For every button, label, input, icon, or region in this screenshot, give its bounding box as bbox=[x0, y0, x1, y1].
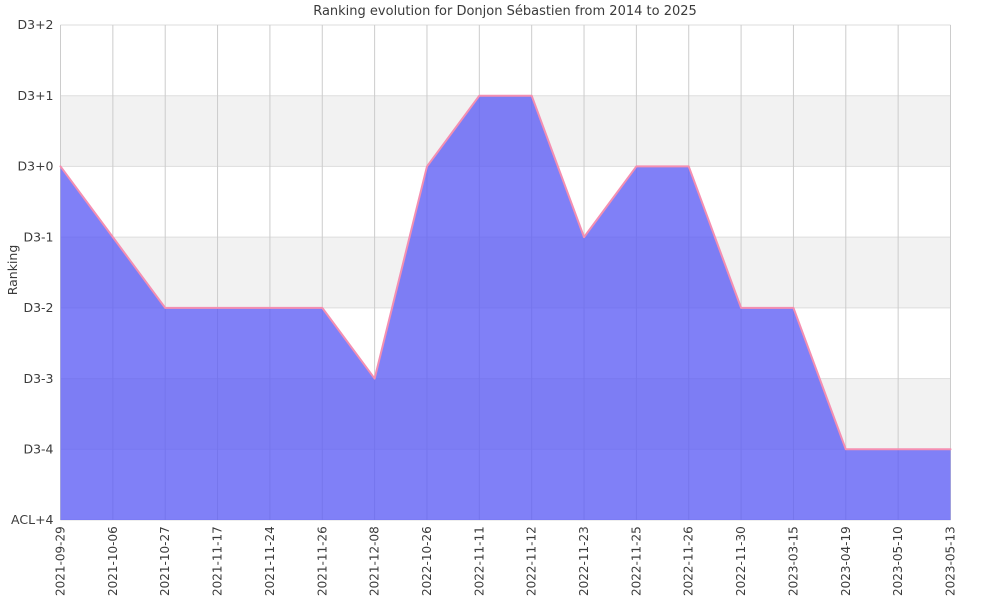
y-tick-label: D3+2 bbox=[17, 17, 53, 32]
x-tick-label: 2021-11-26 bbox=[315, 526, 329, 596]
y-tick-label: D3-1 bbox=[23, 229, 53, 244]
area-fill bbox=[60, 95, 951, 520]
x-tick-label: 2021-09-29 bbox=[54, 526, 68, 596]
x-tick-label: 2022-11-26 bbox=[682, 526, 696, 596]
x-tick-label: 2022-11-23 bbox=[577, 526, 591, 596]
x-tick-label: 2022-10-26 bbox=[420, 526, 434, 596]
y-tick-label: ACL+4 bbox=[11, 512, 53, 527]
x-tick-label: 2021-10-06 bbox=[106, 526, 120, 596]
series-line bbox=[59, 94, 952, 451]
x-tick-label: 2021-12-08 bbox=[368, 526, 382, 596]
chart-title: Ranking evolution for Donjon Sébastien f… bbox=[313, 4, 697, 19]
x-tick-label: 2023-03-15 bbox=[786, 526, 800, 596]
x-tick-label: 2022-11-25 bbox=[629, 526, 643, 596]
y-tick-label: D3-3 bbox=[23, 371, 53, 386]
y-tick-label: D3+1 bbox=[17, 88, 53, 103]
y-tick-label: D3-4 bbox=[23, 441, 53, 456]
x-tick-label: 2021-10-27 bbox=[158, 526, 172, 596]
x-tick-label: 2023-05-10 bbox=[891, 526, 905, 596]
x-tick-label: 2021-11-17 bbox=[211, 526, 225, 596]
x-tick-label: 2022-11-12 bbox=[525, 526, 539, 596]
y-tick-label: D3+0 bbox=[17, 159, 53, 174]
x-tick-label: 2023-05-13 bbox=[944, 526, 958, 596]
x-tick-label: 2023-04-19 bbox=[839, 526, 853, 596]
x-tick-label: 2022-11-11 bbox=[472, 526, 486, 596]
x-tick-label: 2021-11-24 bbox=[263, 526, 277, 596]
x-tick-label: 2022-11-30 bbox=[734, 526, 748, 596]
y-tick-label: D3-2 bbox=[23, 300, 53, 315]
